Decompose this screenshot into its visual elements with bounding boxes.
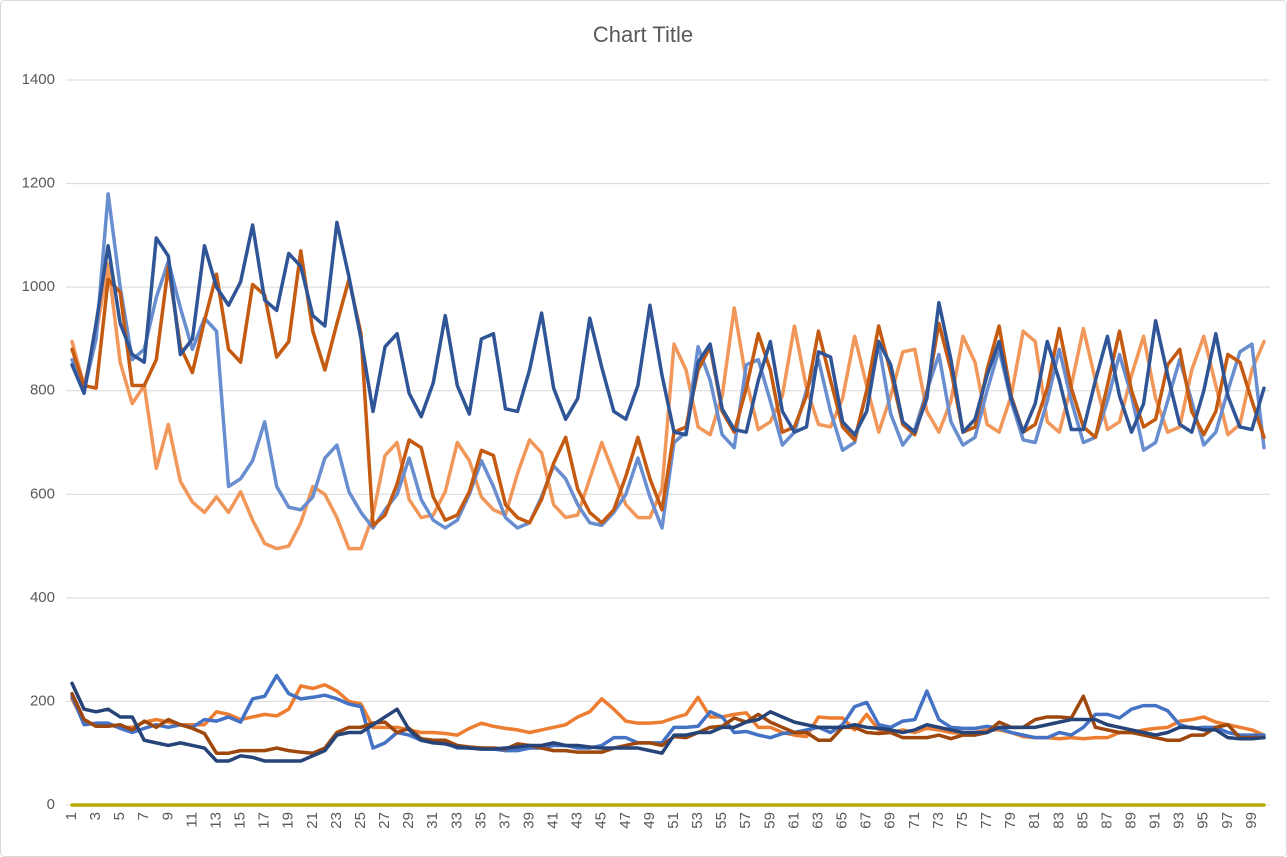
y-tick-label: 600 — [30, 485, 55, 502]
x-tick-label: 29 — [400, 812, 417, 829]
x-tick-label: 57 — [737, 812, 754, 829]
x-tick-label: 27 — [376, 812, 393, 829]
x-tick-label: 65 — [834, 812, 851, 829]
x-tick-label: 47 — [617, 812, 634, 829]
chart-title: Chart Title — [593, 22, 693, 47]
x-tick-label: 5 — [111, 812, 128, 820]
x-tick-label: 21 — [304, 812, 321, 829]
x-tick-label: 97 — [1219, 812, 1236, 829]
x-tick-label: 37 — [496, 812, 513, 829]
x-tick-label: 25 — [352, 812, 369, 829]
x-tick-label: 17 — [256, 812, 273, 829]
y-tick-label: 1400 — [22, 71, 55, 88]
y-tick-label: 1200 — [22, 175, 55, 192]
x-tick-label: 19 — [280, 812, 297, 829]
x-tick-label: 59 — [761, 812, 778, 829]
x-tick-label: 73 — [930, 812, 947, 829]
series-line — [70, 192, 1266, 530]
x-tick-label: 91 — [1147, 812, 1164, 829]
x-tick-label: 11 — [183, 812, 200, 828]
y-tick-label: 0 — [47, 796, 55, 813]
series-line — [70, 683, 1266, 741]
x-tick-label: 55 — [713, 812, 730, 829]
x-tick-label: 3 — [87, 812, 104, 820]
x-tick-label: 89 — [1123, 812, 1140, 829]
x-tick-label: 69 — [882, 812, 899, 829]
x-tick-label: 63 — [809, 812, 826, 829]
x-tick-label: 35 — [472, 812, 489, 829]
x-tick-label: 1 — [63, 812, 80, 820]
x-tick-label: 7 — [135, 812, 152, 820]
x-tick-label: 93 — [1171, 812, 1188, 829]
x-tick-label: 87 — [1098, 812, 1115, 829]
x-tick-label: 41 — [545, 812, 562, 829]
x-tick-label: 85 — [1074, 812, 1091, 829]
x-tick-label: 79 — [1002, 812, 1019, 829]
series-line — [70, 681, 1266, 763]
x-tick-label: 9 — [159, 812, 176, 820]
x-tick-label: 49 — [641, 812, 658, 829]
y-tick-label: 800 — [30, 382, 55, 399]
x-tick-label: 75 — [954, 812, 971, 829]
x-tick-label: 31 — [424, 812, 441, 829]
x-tick-label: 67 — [858, 812, 875, 829]
x-tick-label: 99 — [1243, 812, 1260, 829]
series-line — [70, 220, 1266, 437]
x-tick-label: 95 — [1195, 812, 1212, 829]
x-tick-label: 81 — [1026, 812, 1043, 829]
x-tick-label: 33 — [448, 812, 465, 829]
x-tick-label: 71 — [906, 812, 923, 829]
y-tick-label: 1000 — [22, 278, 55, 295]
x-tick-label: 83 — [1050, 812, 1067, 829]
series-line — [70, 673, 1266, 753]
y-tick-label: 200 — [30, 692, 55, 709]
x-tick-label: 45 — [593, 812, 610, 829]
x-tick-label: 15 — [232, 812, 249, 829]
x-tick-label: 39 — [521, 812, 538, 829]
x-tick-label: 51 — [665, 812, 682, 829]
x-tick-label: 43 — [569, 812, 586, 829]
x-tick-label: 13 — [207, 812, 224, 829]
x-tick-label: 23 — [328, 812, 345, 829]
x-tick-label: 61 — [785, 812, 802, 829]
y-tick-label: 400 — [30, 589, 55, 606]
x-tick-label: 77 — [978, 812, 995, 829]
x-tick-label: 53 — [689, 812, 706, 829]
series-line — [70, 249, 1266, 528]
